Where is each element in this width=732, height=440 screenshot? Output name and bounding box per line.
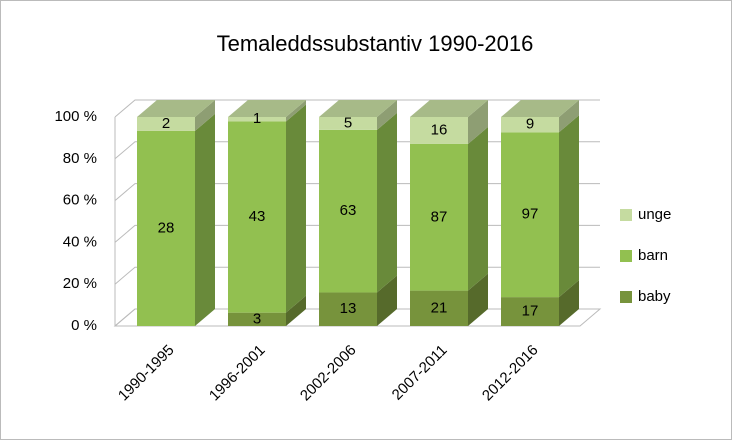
bar bbox=[319, 129, 377, 293]
bar bbox=[410, 290, 468, 326]
y-tick-label: 100 % bbox=[54, 108, 97, 125]
data-label: 17 bbox=[522, 303, 539, 320]
bar-side bbox=[559, 100, 579, 133]
data-label: 43 bbox=[249, 208, 266, 225]
data-label: 1 bbox=[253, 110, 261, 127]
data-label: 5 bbox=[344, 114, 352, 131]
bar-side bbox=[195, 100, 215, 131]
bar bbox=[137, 117, 195, 131]
bar bbox=[228, 121, 286, 313]
bar bbox=[501, 117, 559, 133]
legend-swatch bbox=[620, 291, 632, 303]
legend-swatch bbox=[620, 250, 632, 262]
bar bbox=[137, 130, 195, 326]
bar-top bbox=[410, 100, 488, 117]
legend-label: barn bbox=[638, 247, 668, 264]
bar-side bbox=[468, 126, 488, 291]
bar-side bbox=[377, 112, 397, 293]
data-label: 63 bbox=[340, 202, 357, 219]
y-tick-label: 60 % bbox=[63, 192, 97, 209]
bar-top bbox=[228, 100, 306, 117]
y-tick-label: 20 % bbox=[63, 275, 97, 292]
data-label: 2 bbox=[162, 115, 170, 132]
data-label: 21 bbox=[431, 299, 448, 316]
data-label: 16 bbox=[431, 121, 448, 138]
data-label: 97 bbox=[522, 206, 539, 223]
legend-label: baby bbox=[638, 288, 671, 305]
bar-side bbox=[286, 100, 306, 122]
bar bbox=[319, 292, 377, 326]
bar-side bbox=[559, 280, 579, 326]
legend-swatch bbox=[620, 209, 632, 221]
bar bbox=[501, 132, 559, 298]
bar-side bbox=[195, 113, 215, 326]
data-label: 3 bbox=[253, 310, 261, 327]
bar-side bbox=[468, 100, 488, 144]
bar-side bbox=[377, 100, 397, 130]
bar bbox=[501, 297, 559, 326]
chart-title: Temaleddssubstantiv 1990-2016 bbox=[217, 31, 534, 56]
bar bbox=[228, 117, 286, 122]
data-label: 9 bbox=[526, 116, 534, 133]
data-label: 13 bbox=[340, 300, 357, 317]
bar bbox=[410, 143, 468, 291]
bar-side bbox=[468, 273, 488, 326]
bar-side bbox=[559, 115, 579, 298]
y-tick-label: 80 % bbox=[63, 150, 97, 167]
legend-label: unge bbox=[638, 206, 671, 223]
bar bbox=[319, 117, 377, 130]
bar-side bbox=[377, 275, 397, 326]
y-tick-label: 40 % bbox=[63, 233, 97, 250]
bar-top bbox=[137, 100, 215, 117]
data-label: 28 bbox=[158, 219, 175, 236]
bar bbox=[410, 117, 468, 144]
bar-top bbox=[501, 100, 579, 117]
y-tick-label: 0 % bbox=[71, 317, 97, 334]
bar bbox=[228, 312, 286, 326]
data-label: 87 bbox=[431, 208, 448, 225]
bar-top bbox=[319, 100, 397, 117]
bar-side bbox=[286, 104, 306, 313]
bar-side bbox=[286, 295, 306, 326]
